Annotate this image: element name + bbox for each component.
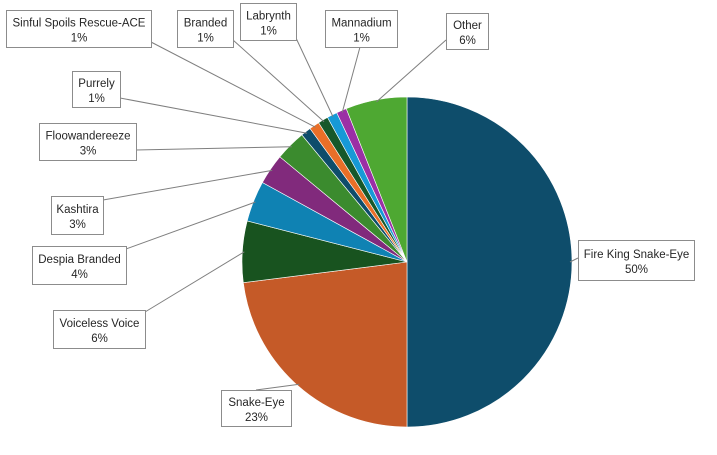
leader-line-fire-king-snake-eye bbox=[569, 257, 579, 263]
data-label-box bbox=[39, 123, 137, 161]
data-label-box bbox=[72, 71, 121, 108]
data-label-percent: 6% bbox=[459, 35, 476, 47]
data-label-kashtira: Kashtira 3% bbox=[51, 196, 104, 235]
data-label-sinful-spoils-rescue-ace: Sinful Spoils Rescue-ACE 1% bbox=[6, 10, 152, 48]
data-label-category: Despia Branded bbox=[38, 254, 120, 266]
data-label-fire-king-snake-eye: Fire King Snake-Eye 50% bbox=[578, 240, 695, 281]
leader-line-purrely bbox=[119, 97, 308, 134]
data-label-box bbox=[325, 10, 398, 48]
data-label-category: Branded bbox=[184, 18, 227, 30]
leader-line-labrynth bbox=[295, 37, 334, 117]
data-label-category: Voiceless Voice bbox=[60, 318, 140, 330]
data-label-category: Labrynth bbox=[246, 11, 291, 23]
data-labels: Fire King Snake-Eye 50% Snake-Eye 23% Voicel… bbox=[6, 3, 695, 427]
data-label-category: Fire King Snake-Eye bbox=[584, 249, 689, 261]
data-label-box bbox=[177, 10, 234, 48]
pie-slice-other bbox=[345, 96, 408, 263]
data-label-percent: 1% bbox=[71, 33, 88, 45]
data-label-branded: Branded 1% bbox=[177, 10, 234, 48]
leader-line-voiceless-voice bbox=[144, 251, 245, 313]
data-label-category: Purrely bbox=[78, 78, 115, 90]
leader-line-snake-eye bbox=[255, 383, 300, 391]
data-label-percent: 1% bbox=[197, 33, 214, 45]
data-label-box bbox=[6, 10, 152, 48]
leader-line-branded bbox=[232, 39, 325, 123]
data-label-mannadium: Mannadium 1% bbox=[325, 10, 398, 48]
data-label-box bbox=[578, 240, 695, 281]
leader-line-sinful-spoils-rescue-ace bbox=[150, 41, 316, 128]
data-label-labrynth: Labrynth 1% bbox=[240, 3, 297, 41]
data-label-snake-eye: Snake-Eye 23% bbox=[221, 390, 292, 427]
data-label-category: Other bbox=[453, 20, 482, 32]
data-label-purrely: Purrely 1% bbox=[72, 71, 121, 108]
data-label-box bbox=[53, 310, 146, 349]
data-label-box bbox=[240, 3, 297, 41]
leader-lines bbox=[102, 37, 579, 391]
data-label-percent: 3% bbox=[69, 219, 86, 231]
data-label-percent: 1% bbox=[260, 26, 277, 38]
leader-line-other bbox=[376, 39, 447, 103]
data-label-box bbox=[221, 390, 292, 427]
data-label-category: Kashtira bbox=[56, 204, 99, 216]
data-label-category: Mannadium bbox=[331, 18, 391, 30]
data-label-voiceless-voice: Voiceless Voice 6% bbox=[53, 310, 146, 349]
leader-line-despia-branded bbox=[125, 201, 256, 250]
data-label-category: Snake-Eye bbox=[228, 397, 284, 409]
data-label-box bbox=[51, 196, 104, 235]
data-label-percent: 6% bbox=[91, 333, 108, 345]
leader-line-kashtira bbox=[102, 169, 273, 201]
pie-slices bbox=[241, 96, 573, 428]
data-label-box bbox=[32, 246, 127, 285]
data-label-percent: 1% bbox=[88, 93, 105, 105]
leader-line-mannadium bbox=[341, 46, 361, 113]
data-label-percent: 3% bbox=[80, 146, 97, 158]
data-label-category: Sinful Spoils Rescue-ACE bbox=[13, 18, 146, 30]
data-label-percent: 4% bbox=[71, 269, 88, 281]
pie-slice-snake-eye bbox=[242, 261, 408, 428]
data-label-percent: 50% bbox=[625, 264, 648, 276]
data-label-floowandereeze: Floowandereeze 3% bbox=[39, 123, 137, 161]
data-label-despia-branded: Despia Branded 4% bbox=[32, 246, 127, 285]
data-label-category: Floowandereeze bbox=[45, 131, 130, 143]
data-label-box bbox=[446, 13, 489, 50]
pie-slice-fire-king-snake-eye bbox=[406, 96, 573, 428]
data-label-percent: 1% bbox=[353, 33, 370, 45]
data-label-percent: 23% bbox=[245, 412, 268, 424]
leader-line-floowandereeze bbox=[135, 146, 292, 151]
data-label-other: Other 6% bbox=[446, 13, 489, 50]
